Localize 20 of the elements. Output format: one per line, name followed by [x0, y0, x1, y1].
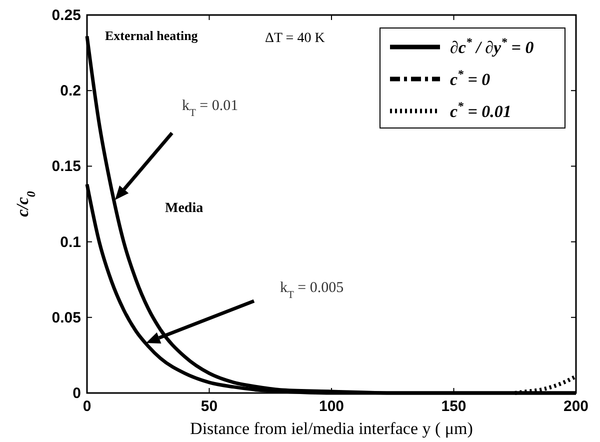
- x-tick-label: 150: [441, 398, 466, 415]
- legend-label: ∂c$^{*}$ / ∂y$^{*}$ = 0: [450, 35, 534, 57]
- x-tick-label: 100: [318, 398, 344, 415]
- legend-label: c$^{*}$ = 0.01: [450, 99, 512, 121]
- annotation: External heating: [105, 28, 198, 43]
- x-axis-title: Distance from iel/media interface y ( μm): [190, 419, 473, 438]
- y-tick-label: 0.25: [52, 7, 81, 24]
- y-tick-label: 0: [72, 385, 81, 402]
- y-tick-label: 0.15: [52, 158, 81, 176]
- annotation: k$_{T}$ = 0.005: [280, 280, 344, 300]
- x-tick-label: 200: [563, 398, 589, 415]
- annotation: Media: [165, 201, 204, 216]
- annotation: ΔT = 40 K: [265, 31, 325, 46]
- legend-label: c$^{*}$ = 0: [450, 67, 491, 89]
- y-tick-label: 0.2: [60, 82, 81, 100]
- y-tick-label: 0.1: [60, 234, 81, 251]
- y-tick-label: 0.05: [52, 309, 81, 326]
- annotation: k$_{T}$ = 0.01: [182, 98, 238, 118]
- x-tick-label: 0: [82, 398, 92, 415]
- x-tick-label: 50: [200, 398, 218, 415]
